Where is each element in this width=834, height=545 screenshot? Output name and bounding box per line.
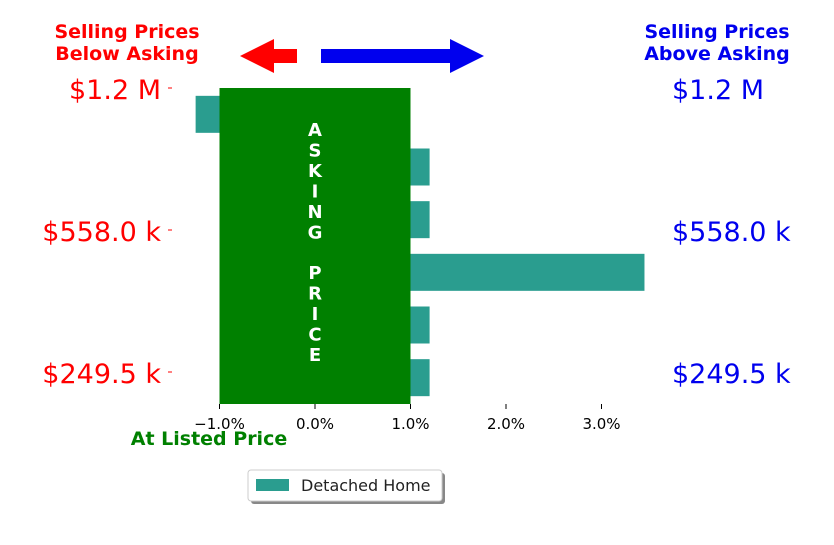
left-y-tick-label: $249.5 k: [42, 359, 161, 390]
bar: [410, 306, 430, 344]
left-y-axis: $1.2 M $558.0 k $249.5 k: [42, 75, 172, 390]
x-tick-label: 0.0%: [296, 415, 334, 433]
x-tick-label: 2.0%: [487, 415, 525, 433]
below-asking-label-line2: Below Asking: [55, 43, 198, 65]
band-letter: G: [308, 223, 323, 244]
right-y-tick-label: $558.0 k: [672, 217, 791, 248]
at-listed-price-label: At Listed Price: [131, 428, 287, 450]
above-asking-label-line2: Above Asking: [644, 43, 790, 65]
band-letter: R: [308, 284, 322, 305]
right-arrow-icon: [321, 39, 484, 73]
left-arrow-icon: [240, 39, 297, 73]
below-asking-label-line1: Selling Prices: [54, 21, 199, 43]
right-y-axis: $1.2 M $558.0 k $249.5 k: [672, 75, 791, 390]
bar: [410, 201, 430, 239]
bar: [410, 253, 645, 291]
band-letter: K: [308, 161, 323, 182]
asking-price-band: [219, 88, 411, 404]
x-axis: −1.0% 0.0% 1.0% 2.0% 3.0%: [194, 404, 621, 433]
band-letter: A: [308, 120, 322, 141]
band-letter: N: [307, 202, 322, 223]
band-letter: I: [312, 182, 319, 203]
bar: [195, 95, 220, 133]
bar: [410, 359, 430, 397]
x-tick-label: −1.0%: [194, 415, 245, 433]
legend: Detached Home: [247, 469, 445, 504]
legend-box: [247, 469, 443, 502]
bar: [410, 148, 430, 186]
x-tick-label: 1.0%: [391, 415, 429, 433]
band-letter: S: [309, 141, 322, 162]
legend-label: Detached Home: [301, 476, 431, 495]
right-y-tick-label: $1.2 M: [672, 75, 764, 106]
left-y-tick-label: $1.2 M: [69, 75, 161, 106]
right-y-tick-label: $249.5 k: [672, 359, 791, 390]
band-letter: C: [308, 325, 321, 346]
band-letter: E: [309, 345, 321, 366]
band-letter: P: [308, 263, 321, 284]
band-letter: I: [312, 304, 319, 325]
bars: [195, 95, 645, 397]
x-tick-label: 3.0%: [582, 415, 620, 433]
legend-swatch: [256, 479, 289, 491]
above-asking-label-line1: Selling Prices: [644, 21, 789, 43]
left-y-tick-label: $558.0 k: [42, 217, 161, 248]
